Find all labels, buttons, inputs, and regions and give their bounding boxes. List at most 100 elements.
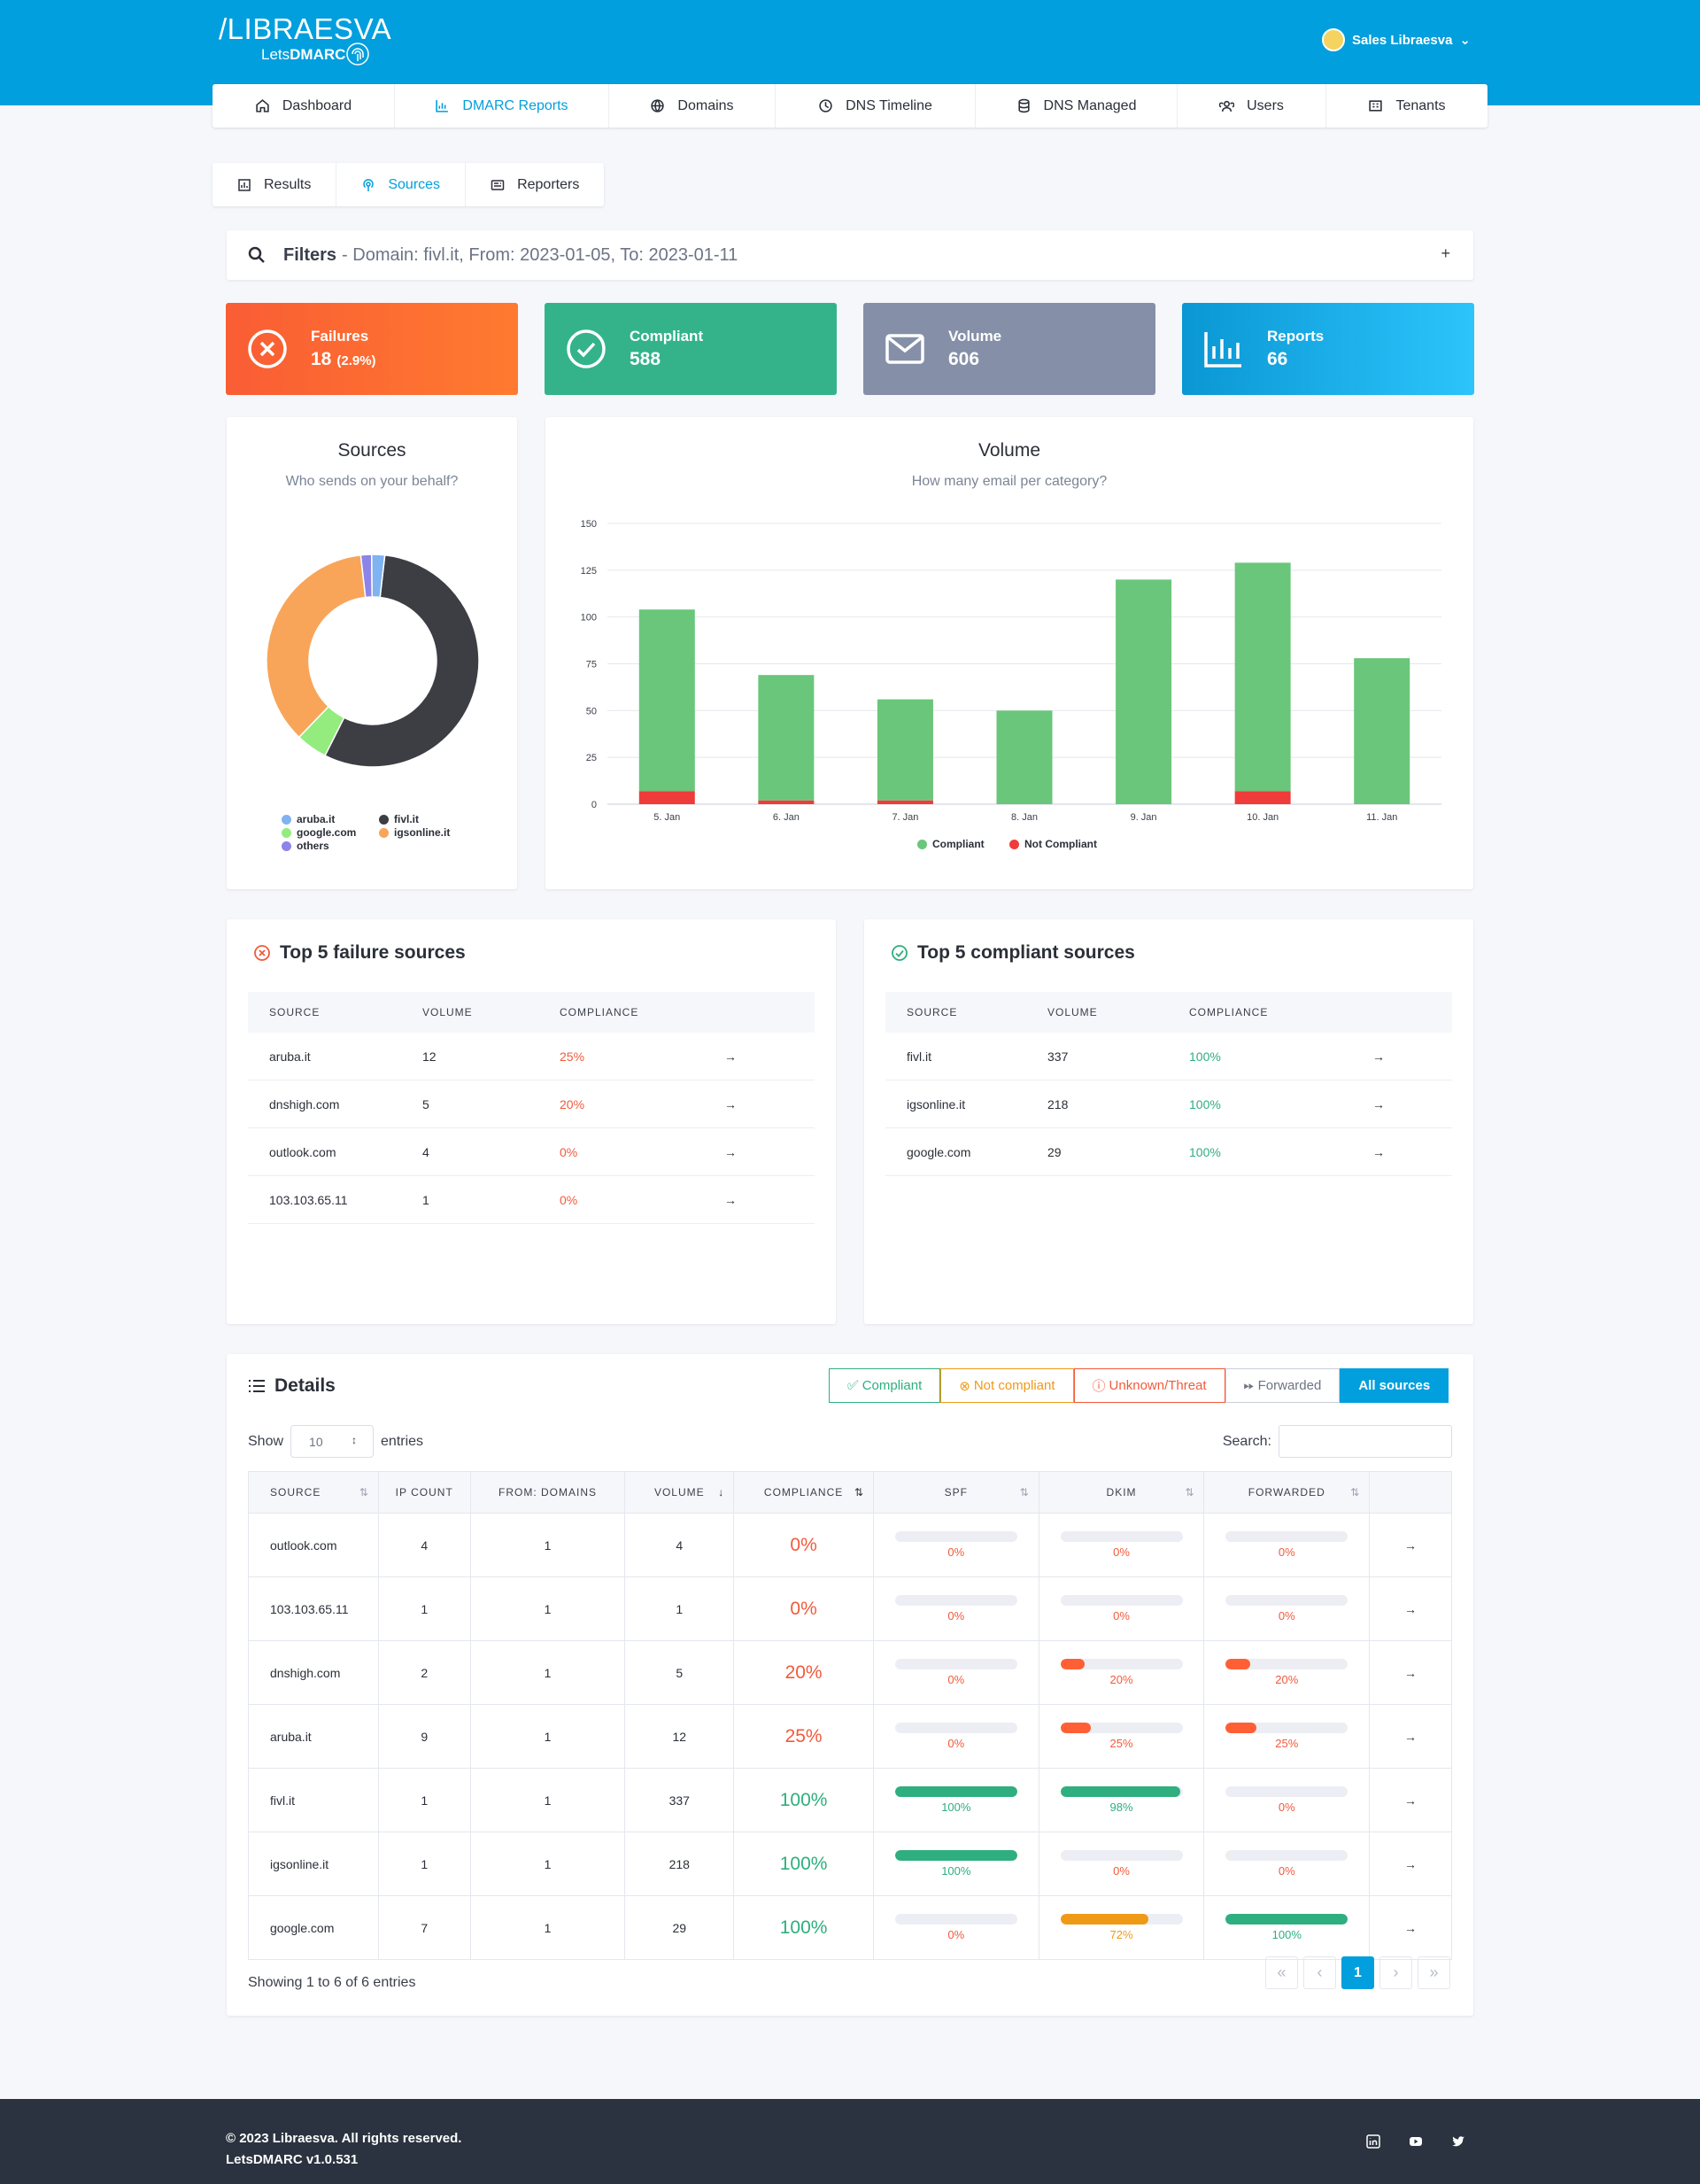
- legend-item[interactable]: google.com: [282, 826, 356, 839]
- table-row[interactable]: aruba.it 9 1 12 25% 0% 25% 25% →: [249, 1704, 1451, 1768]
- arrow-right-icon[interactable]: →: [724, 1096, 737, 1111]
- legend-item[interactable]: aruba.it: [282, 813, 335, 825]
- table-row[interactable]: dnshigh.com 2 1 5 20% 0% 20% 20% →: [249, 1640, 1451, 1704]
- pie-slice[interactable]: [266, 554, 367, 739]
- arrow-right-icon[interactable]: →: [1404, 1793, 1418, 1808]
- arrow-right-icon[interactable]: →: [724, 1049, 737, 1064]
- col-source[interactable]: SOURCE ⇅: [249, 1472, 379, 1513]
- arrow-right-icon[interactable]: →: [1404, 1601, 1418, 1616]
- nav-domains[interactable]: Domains: [609, 84, 776, 128]
- first-page-button[interactable]: «: [1265, 1956, 1298, 1989]
- filter-all-sources-button[interactable]: All sources: [1340, 1368, 1449, 1403]
- arrow-right-icon[interactable]: →: [1404, 1537, 1418, 1553]
- arrow-right-icon[interactable]: →: [724, 1144, 737, 1159]
- table-row[interactable]: aruba.it 12 25% →: [248, 1033, 815, 1080]
- col-source: SOURCE: [269, 1006, 321, 1018]
- col-actions: [1370, 1472, 1451, 1513]
- bar[interactable]: [1116, 579, 1172, 804]
- last-page-button[interactable]: »: [1418, 1956, 1450, 1989]
- bar[interactable]: [1234, 791, 1291, 804]
- search-input[interactable]: [1279, 1425, 1452, 1458]
- arrow-right-icon[interactable]: →: [724, 1192, 737, 1207]
- col-spf[interactable]: SPF ⇅: [874, 1472, 1039, 1513]
- prev-page-button[interactable]: ‹: [1303, 1956, 1336, 1989]
- x-tick-label: 11. Jan: [1366, 812, 1397, 823]
- progress-bar: 0%: [894, 1659, 1017, 1686]
- page-button[interactable]: 1: [1341, 1956, 1374, 1989]
- table-row[interactable]: outlook.com 4 0% →: [248, 1128, 815, 1176]
- table-row[interactable]: google.com 7 1 29 100% 0% 72% 100% →: [249, 1895, 1451, 1959]
- arrow-right-icon[interactable]: →: [1372, 1144, 1385, 1159]
- table-row[interactable]: igsonline.it 218 100% →: [885, 1080, 1452, 1128]
- col-compliance[interactable]: COMPLIANCE ⇅: [734, 1472, 874, 1513]
- table-row[interactable]: 103.103.65.11 1 0% →: [248, 1176, 815, 1224]
- nav-dns-timeline[interactable]: DNS Timeline: [776, 84, 976, 128]
- table-row[interactable]: 103.103.65.11 1 1 1 0% 0% 0% 0% →: [249, 1576, 1451, 1640]
- source-filter-buttons: ✅︎ Compliant ⊗ Not compliant ⓘ Unknown/Thre…: [829, 1368, 1449, 1403]
- arrow-right-icon[interactable]: →: [1404, 1665, 1418, 1680]
- arrow-right-icon[interactable]: →: [1404, 1920, 1418, 1935]
- filter-not-compliant-button[interactable]: ⊗ Not compliant: [940, 1368, 1074, 1403]
- arrow-right-icon[interactable]: →: [1372, 1049, 1385, 1064]
- nav-dns-managed[interactable]: DNS Managed: [976, 84, 1178, 128]
- filters-bar[interactable]: Filters - Domain: fivl.it, From: 2023-01…: [227, 230, 1473, 280]
- twitter-icon[interactable]: [1451, 2134, 1465, 2149]
- bar[interactable]: [877, 800, 933, 804]
- pie-slice[interactable]: [370, 554, 386, 599]
- col-volume[interactable]: VOLUME ↓: [625, 1472, 735, 1513]
- progress-bar: 0%: [1225, 1531, 1348, 1559]
- filter-compliant-button[interactable]: ✅︎ Compliant: [829, 1368, 941, 1403]
- table-row[interactable]: outlook.com 4 1 4 0% 0% 0% 0% →: [249, 1513, 1451, 1576]
- from-domains-cell: 1: [471, 1832, 626, 1895]
- bar[interactable]: [996, 710, 1053, 804]
- legend-item[interactable]: Compliant: [917, 838, 985, 850]
- table-row[interactable]: fivl.it 1 1 337 100% 100% 98% 0% →: [249, 1768, 1451, 1832]
- filter-unknown-threat-button[interactable]: ⓘ Unknown/Threat: [1073, 1368, 1225, 1403]
- arrow-right-icon[interactable]: →: [1372, 1096, 1385, 1111]
- volume-cell: 337: [1047, 1049, 1069, 1064]
- nav-dashboard[interactable]: Dashboard: [212, 84, 395, 128]
- tab-results[interactable]: Results: [212, 163, 337, 206]
- arrow-right-icon[interactable]: →: [1404, 1856, 1418, 1871]
- col-dkim[interactable]: DKIM ⇅: [1039, 1472, 1205, 1513]
- youtube-icon[interactable]: [1409, 2134, 1423, 2149]
- nav-tenants[interactable]: Tenants: [1326, 84, 1488, 128]
- volume-cell: 1: [625, 1577, 735, 1640]
- legend-item[interactable]: fivl.it: [379, 813, 419, 825]
- bar[interactable]: [1354, 658, 1410, 804]
- x-tick-label: 10. Jan: [1247, 812, 1279, 823]
- table-row[interactable]: fivl.it 337 100% →: [885, 1033, 1452, 1080]
- pie-slice[interactable]: [324, 554, 480, 768]
- legend-item[interactable]: Not Compliant: [1009, 838, 1097, 850]
- linkedin-icon[interactable]: [1366, 2134, 1380, 2149]
- bar[interactable]: [877, 699, 933, 801]
- bar[interactable]: [638, 609, 695, 792]
- tab-sources[interactable]: Sources: [336, 163, 467, 206]
- filter-forwarded-button[interactable]: ⏩︎ Forwarded: [1225, 1368, 1341, 1403]
- sort-icon: ⇅: [1019, 1486, 1030, 1499]
- user-menu[interactable]: Sales Libraesva ⌄: [1322, 28, 1471, 51]
- legend-item[interactable]: igsonline.it: [379, 826, 450, 839]
- entries-label: entries: [381, 1433, 424, 1449]
- arrow-right-icon[interactable]: →: [1404, 1729, 1418, 1744]
- next-page-button[interactable]: ›: [1379, 1956, 1412, 1989]
- bar[interactable]: [1234, 562, 1291, 792]
- logo[interactable]: /LIBRAESVA LetsDMARC: [219, 12, 396, 69]
- bar[interactable]: [758, 800, 815, 804]
- nav-dmarc-reports[interactable]: DMARC Reports: [395, 84, 609, 128]
- progress-bar: 0%: [894, 1595, 1017, 1623]
- col-volume: VOLUME: [422, 1006, 473, 1018]
- table-row[interactable]: igsonline.it 1 1 218 100% 100% 0% 0% →: [249, 1832, 1451, 1895]
- bar[interactable]: [638, 791, 695, 804]
- expand-filters-button[interactable]: +: [1441, 244, 1450, 262]
- table-row[interactable]: dnshigh.com 5 20% →: [248, 1080, 815, 1128]
- progress-bar: 100%: [1225, 1914, 1348, 1941]
- nav-users[interactable]: Users: [1178, 84, 1326, 128]
- table-row[interactable]: google.com 29 100% →: [885, 1128, 1452, 1176]
- tab-reporters[interactable]: Reporters: [466, 163, 604, 206]
- legend-item[interactable]: others: [282, 840, 329, 852]
- spf-cell: 100%: [874, 1832, 1039, 1895]
- bar[interactable]: [758, 675, 815, 801]
- entries-select[interactable]: 10: [290, 1425, 375, 1458]
- col-forwarded[interactable]: FORWARDED ⇅: [1204, 1472, 1371, 1513]
